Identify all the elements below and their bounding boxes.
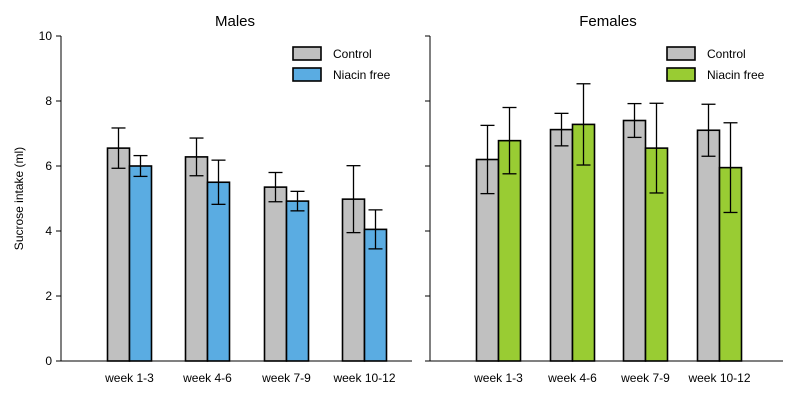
x-tick-label: week 10-12 bbox=[687, 371, 750, 385]
y-tick-label: 4 bbox=[45, 224, 52, 238]
x-tick-label: week 7-9 bbox=[261, 371, 311, 385]
legend-swatch bbox=[292, 67, 322, 82]
x-tick-label: week 7-9 bbox=[620, 371, 670, 385]
y-tick-label: 10 bbox=[39, 29, 53, 43]
chart-panel-0: Males 0 2 4 6 8 10 Sucrose intake (ml) week 1-3 w… bbox=[12, 13, 412, 385]
x-tick-label: week 4-6 bbox=[182, 371, 232, 385]
bar bbox=[696, 129, 721, 362]
y-tick-label: 0 bbox=[45, 354, 52, 368]
y-tick-label: 6 bbox=[45, 159, 52, 173]
legend-swatch bbox=[666, 46, 696, 61]
legend-label: Niacin free bbox=[333, 68, 391, 82]
legend: Control Niacin free bbox=[292, 46, 391, 82]
bar bbox=[206, 181, 231, 362]
legend-swatch bbox=[292, 46, 322, 61]
legend-swatch bbox=[666, 67, 696, 82]
legend-label: Control bbox=[333, 47, 372, 61]
bar bbox=[106, 147, 131, 362]
bar bbox=[622, 119, 647, 362]
legend-label: Control bbox=[707, 47, 746, 61]
chart-title: Females bbox=[579, 13, 637, 30]
x-tick-label: week 1-3 bbox=[104, 371, 154, 385]
legend: Control Niacin free bbox=[666, 46, 765, 82]
y-tick-label: 8 bbox=[45, 94, 52, 108]
legend-label: Niacin free bbox=[707, 68, 765, 82]
bar bbox=[285, 200, 310, 362]
bar bbox=[128, 165, 153, 362]
bar bbox=[549, 128, 574, 362]
bar bbox=[263, 186, 288, 362]
y-axis-title: Sucrose intake (ml) bbox=[12, 147, 26, 250]
x-tick-label: week 1-3 bbox=[473, 371, 523, 385]
chart-panel-1: Females week 1-3 week 4-6 week 7-9 week 10-1… bbox=[425, 13, 783, 385]
x-tick-label: week 10-12 bbox=[332, 371, 395, 385]
bar bbox=[184, 156, 209, 362]
y-tick-label: 2 bbox=[45, 289, 52, 303]
chart-title: Males bbox=[215, 13, 255, 30]
x-tick-label: week 4-6 bbox=[547, 371, 597, 385]
